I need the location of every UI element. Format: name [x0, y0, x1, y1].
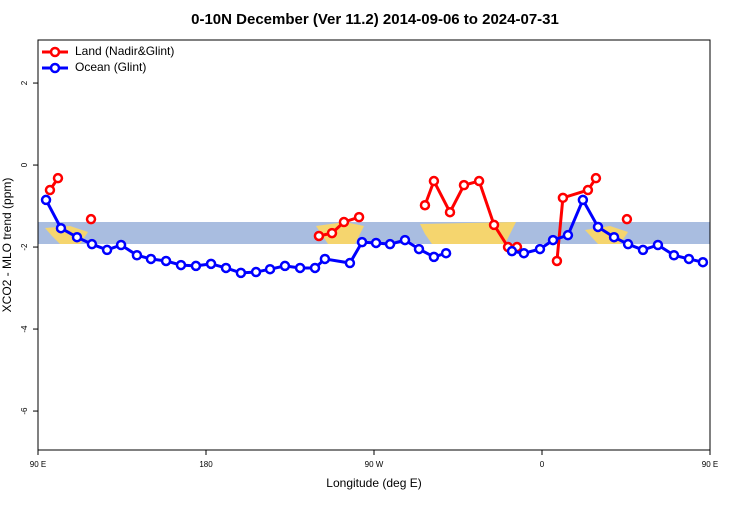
y-tick-label: 2: [20, 80, 29, 85]
data-point: [326, 227, 338, 239]
data-point: [551, 255, 563, 267]
data-point: [115, 239, 127, 251]
data-point: [205, 258, 217, 270]
data-point: [175, 259, 187, 271]
data-point: [86, 238, 98, 250]
data-point: [55, 222, 67, 234]
data-point: [356, 236, 368, 248]
data-point: [235, 267, 247, 279]
data-point: [353, 211, 365, 223]
data-point: [384, 238, 396, 250]
data-point: [582, 184, 594, 196]
data-point: [101, 244, 113, 256]
data-point: [160, 255, 172, 267]
data-point: [683, 253, 695, 265]
map-band: [38, 222, 710, 244]
data-point: [145, 253, 157, 265]
data-point: [338, 216, 350, 228]
data-point: [40, 194, 52, 206]
data-point: [419, 199, 431, 211]
data-point: [370, 237, 382, 249]
data-point: [577, 194, 589, 206]
y-tick-label: -6: [20, 407, 29, 415]
data-point: [52, 172, 64, 184]
data-point: [264, 263, 276, 275]
data-point: [279, 260, 291, 272]
data-point: [131, 250, 143, 261]
y-tick-label: -4: [20, 325, 29, 333]
data-point: [444, 206, 456, 218]
data-point: [313, 230, 325, 242]
data-point: [71, 231, 83, 243]
data-point: [190, 260, 202, 272]
legend-marker: [49, 46, 61, 58]
data-point: [428, 175, 440, 187]
data-point: [399, 234, 411, 246]
data-point: [488, 219, 500, 231]
x-tick-label: 90 E: [30, 460, 46, 469]
legend-label: Land (Nadir&Glint): [75, 44, 174, 58]
data-point: [637, 244, 649, 256]
legend-marker: [49, 62, 61, 74]
x-tick-label: 0: [540, 460, 545, 469]
y-tick-label: 0: [20, 162, 29, 167]
data-point: [85, 213, 97, 225]
data-point: [622, 238, 634, 250]
data-point: [547, 234, 559, 246]
data-point: [697, 256, 709, 268]
data-point: [344, 257, 356, 269]
data-point: [621, 213, 633, 225]
data-point: [250, 266, 262, 278]
y-axis-label: XCO2 - MLO trend (ppm): [0, 178, 14, 313]
data-point: [590, 172, 602, 184]
data-point: [294, 262, 306, 274]
data-point: [608, 231, 620, 243]
x-tick-label: 180: [199, 460, 213, 469]
data-point: [668, 250, 680, 261]
y-tick-label: -2: [20, 243, 29, 251]
data-point: [534, 243, 546, 255]
chart-title: 0-10N December (Ver 11.2) 2014-09-06 to …: [191, 11, 559, 28]
data-point: [440, 247, 452, 259]
data-point: [562, 229, 574, 241]
x-tick-label: 90 W: [365, 460, 384, 469]
x-axis-label: Longitude (deg E): [326, 476, 421, 490]
legend-label: Ocean (Glint): [75, 60, 146, 74]
data-point: [518, 247, 530, 259]
data-point: [458, 179, 470, 191]
data-point: [319, 253, 331, 265]
data-point: [652, 239, 664, 251]
x-tick-label: 90 E: [702, 460, 718, 469]
data-point: [428, 251, 440, 263]
data-point: [506, 245, 518, 257]
data-point: [473, 175, 485, 187]
data-point: [557, 192, 569, 204]
data-point: [592, 221, 604, 233]
data-point: [220, 262, 232, 274]
data-point: [413, 243, 425, 255]
data-point: [44, 184, 56, 196]
data-point: [309, 262, 321, 274]
